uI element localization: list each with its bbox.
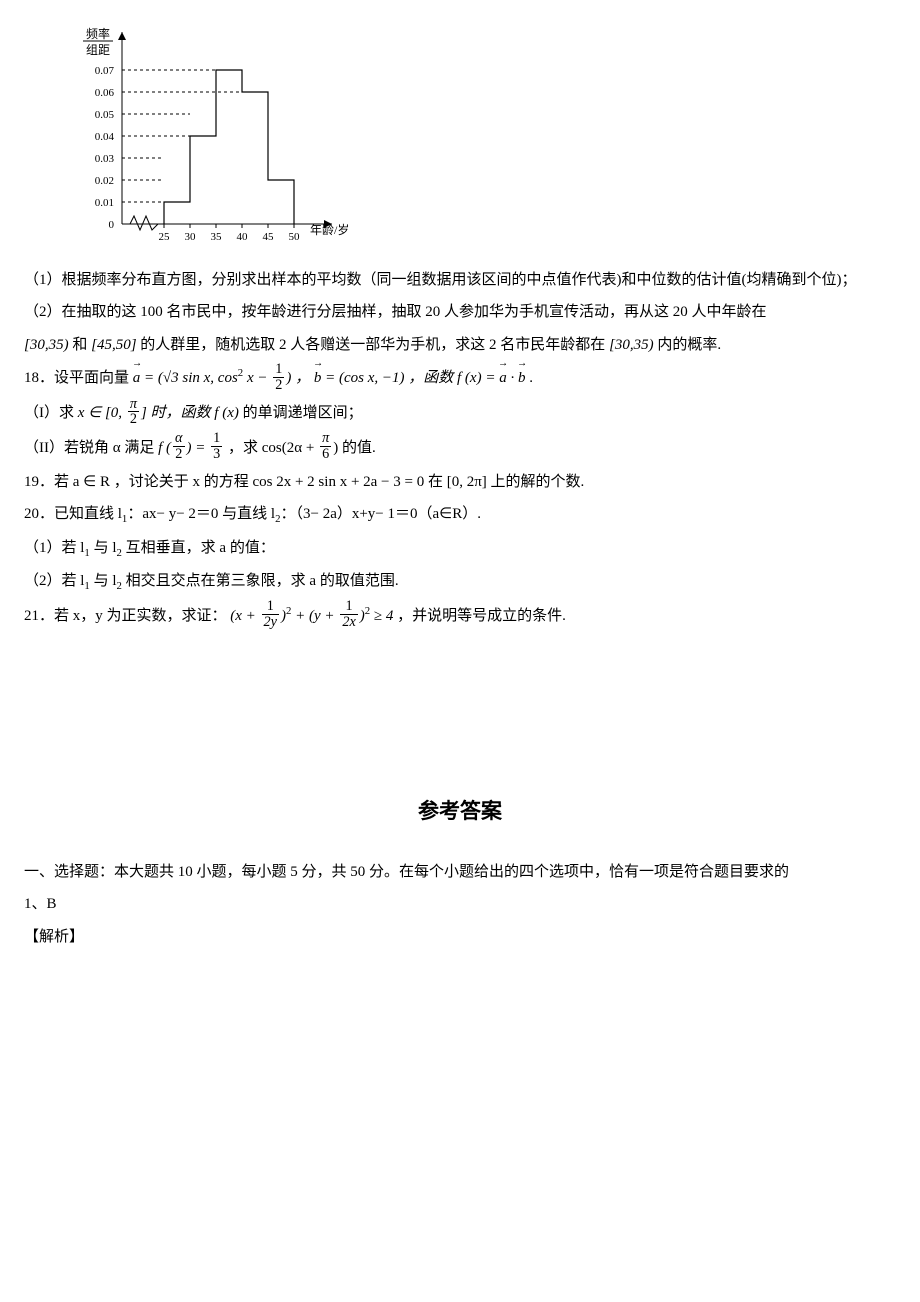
analysis-label: 【解析】 bbox=[24, 923, 896, 952]
svg-text:0.07: 0.07 bbox=[95, 65, 115, 77]
vector-a: a bbox=[133, 364, 141, 393]
svg-text:0: 0 bbox=[109, 219, 115, 231]
q18-part2: （II）若锐角 α 满足 f (α2) = 13 ，求 cos(2α + π6)… bbox=[24, 433, 896, 464]
svg-text:40: 40 bbox=[237, 231, 249, 243]
interval-45-50: [45,50] bbox=[91, 337, 136, 353]
svg-text:0.05: 0.05 bbox=[95, 109, 115, 121]
svg-text:0.02: 0.02 bbox=[95, 175, 114, 187]
svg-text:50: 50 bbox=[289, 231, 301, 243]
y-axis-label-num: 频率 bbox=[86, 26, 110, 41]
vector-b-2: b bbox=[518, 364, 526, 393]
y-axis-label-den: 组距 bbox=[86, 43, 110, 57]
svg-text:30: 30 bbox=[185, 231, 197, 243]
x-axis-label: 年龄/岁 bbox=[310, 222, 349, 237]
answer-1: 1、B bbox=[24, 890, 896, 919]
svg-text:0.01: 0.01 bbox=[95, 197, 114, 209]
svg-text:35: 35 bbox=[211, 231, 223, 243]
x-ticks: 25 30 35 40 45 50 bbox=[159, 231, 301, 243]
svg-text:45: 45 bbox=[263, 231, 275, 243]
q19: 19．若 a ∈ R ，讨论关于 x 的方程 cos 2x + 2 sin x … bbox=[24, 468, 896, 497]
dash-lines bbox=[122, 70, 242, 202]
svg-text:0.03: 0.03 bbox=[95, 153, 115, 165]
vector-b: b bbox=[314, 364, 322, 393]
q18-part1: （I）求 x ∈ [0, π2] 时，函数 f (x) 的单调递增区间； bbox=[24, 398, 896, 429]
q21: 21．若 x，y 为正实数，求证： (x + 12y)2 + (y + 12x)… bbox=[24, 601, 896, 632]
y-ticks: 0 0.01 0.02 0.03 0.04 0.05 0.06 0.07 bbox=[95, 65, 115, 231]
q-prev-2a: （2）在抽取的这 100 名市民中，按年龄进行分层抽样，抽取 20 人参加华为手… bbox=[24, 298, 896, 327]
q20-stem: 20．已知直线 l1：ax− y− 2＝0 与直线 l2：（3− 2a）x+y−… bbox=[24, 500, 896, 530]
q20-sub2: （2）若 l1 与 l2 相交且交点在第三象限，求 a 的取值范围. bbox=[24, 567, 896, 597]
histogram-outline bbox=[164, 70, 294, 224]
interval-30-35: [30,35) bbox=[24, 337, 69, 353]
q-prev-2b: [30,35) 和 [45,50] 的人群里，随机选取 2 人各赠送一部华为手机… bbox=[24, 331, 896, 360]
svg-text:0.04: 0.04 bbox=[95, 131, 115, 143]
histogram-svg: 频率 组距 0 0.01 0.02 0.03 0.04 0.05 0.06 0.… bbox=[52, 24, 352, 249]
answers-section: 一、选择题：本大题共 10 小题，每小题 5 分，共 50 分。在每个小题给出的… bbox=[24, 858, 896, 887]
interval-30-35-b: [30,35) bbox=[609, 337, 654, 353]
vector-a-2: a bbox=[499, 364, 507, 393]
svg-text:0.06: 0.06 bbox=[95, 87, 115, 99]
q-prev-1: （1）根据频率分布直方图，分别求出样本的平均数（同一组数据用该区间的中点值作代表… bbox=[24, 266, 896, 295]
histogram-chart: 频率 组距 0 0.01 0.02 0.03 0.04 0.05 0.06 0.… bbox=[52, 24, 896, 260]
q18-stem: 18．设平面向量 a = (√3 sin x, cos2 x − 12) ， b… bbox=[24, 363, 896, 394]
q20-sub1: （1）若 l1 与 l2 互相垂直，求 a 的值： bbox=[24, 534, 896, 564]
svg-text:25: 25 bbox=[159, 231, 171, 243]
answers-title: 参考答案 bbox=[24, 792, 896, 832]
